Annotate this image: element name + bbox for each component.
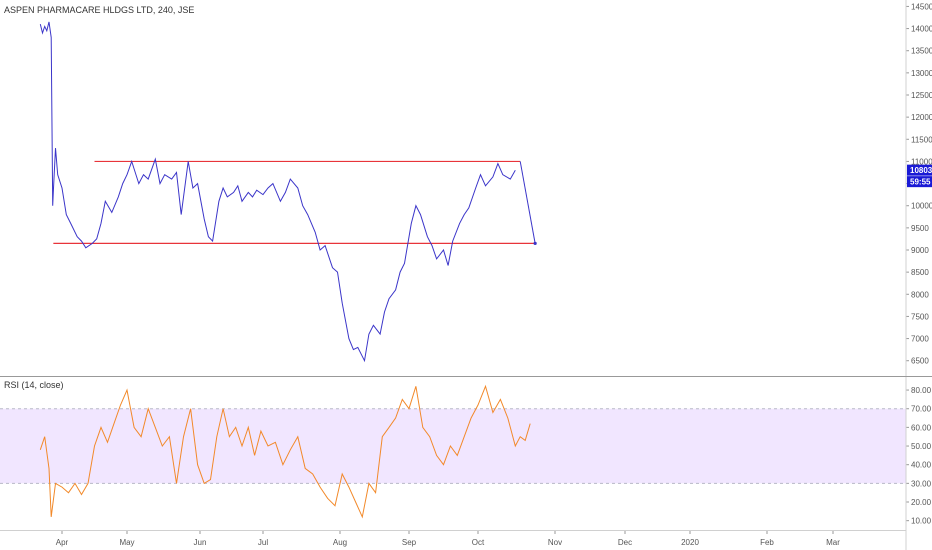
price-tick-label: 12500 — [911, 91, 932, 100]
time-axis[interactable]: Apr May Jun Jul Aug Sep Oct Nov Dec 2020 Feb Mar — [56, 530, 840, 547]
price-tick-label: 9000 — [911, 246, 929, 255]
price-tick-label: 8500 — [911, 268, 929, 277]
price-tick-label: 7000 — [911, 335, 929, 344]
price-tick-label: 7500 — [911, 312, 929, 321]
countdown-value: 59:55 — [910, 178, 931, 187]
time-tick-label: May — [119, 538, 134, 547]
price-tick-label: 8000 — [911, 290, 929, 299]
rsi-tick-label: 20.00 — [911, 498, 932, 507]
rsi-tick-label: 70.00 — [911, 405, 932, 414]
chart-title: ASPEN PHARMACARE HLDGS LTD, 240, JSE — [4, 5, 194, 15]
projection-line — [519, 161, 536, 244]
time-tick-label: Dec — [618, 538, 632, 547]
rsi-tick-label: 80.00 — [911, 386, 932, 395]
time-tick-label: 2020 — [681, 538, 699, 547]
time-tick-label: Apr — [56, 538, 69, 547]
time-tick-label: Oct — [472, 538, 485, 547]
rsi-pane[interactable]: RSI (14, close) — [0, 380, 906, 519]
time-tick-label: Jul — [258, 538, 268, 547]
time-tick-label: Nov — [548, 538, 562, 547]
price-tick-label: 10000 — [911, 202, 932, 211]
time-tick-label: Feb — [760, 538, 774, 547]
time-tick-label: Jun — [194, 538, 207, 547]
last-price-value: 10803 — [910, 166, 932, 175]
rsi-axis[interactable]: 10.00 20.00 30.00 40.00 50.00 60.00 70.00 80.00 — [906, 386, 932, 526]
price-series-line — [39, 21, 516, 363]
price-tick-label: 12000 — [911, 113, 932, 122]
price-tick-label: 13000 — [911, 69, 932, 78]
time-tick-label: Mar — [826, 538, 840, 547]
price-tick-label: 14000 — [911, 25, 932, 34]
rsi-series-line — [39, 384, 531, 519]
projection-endpoint — [533, 241, 537, 245]
rsi-tick-label: 10.00 — [911, 517, 932, 526]
rsi-tick-label: 50.00 — [911, 442, 932, 451]
price-tick-label: 9500 — [911, 224, 929, 233]
rsi-tick-label: 60.00 — [911, 423, 932, 432]
time-tick-label: Aug — [333, 538, 347, 547]
price-axis[interactable]: 6500700075008000850090009500100001050011… — [906, 2, 932, 366]
price-tick-label: 11500 — [911, 135, 932, 144]
time-tick-label: Sep — [402, 538, 417, 547]
price-tick-label: 13500 — [911, 47, 932, 56]
last-price-badge — [907, 164, 932, 176]
price-tick-label: 6500 — [911, 357, 929, 366]
countdown-badge — [907, 176, 932, 188]
price-tick-label: 11000 — [911, 157, 932, 166]
price-tick-label: 14500 — [911, 2, 932, 11]
rsi-tick-label: 40.00 — [911, 461, 932, 470]
main-pane[interactable]: ASPEN PHARMACARE HLDGS LTD, 240, JSE — [4, 5, 537, 363]
rsi-title: RSI (14, close) — [4, 380, 64, 390]
rsi-tick-label: 30.00 — [911, 479, 932, 488]
rsi-band-fill — [0, 408, 906, 484]
